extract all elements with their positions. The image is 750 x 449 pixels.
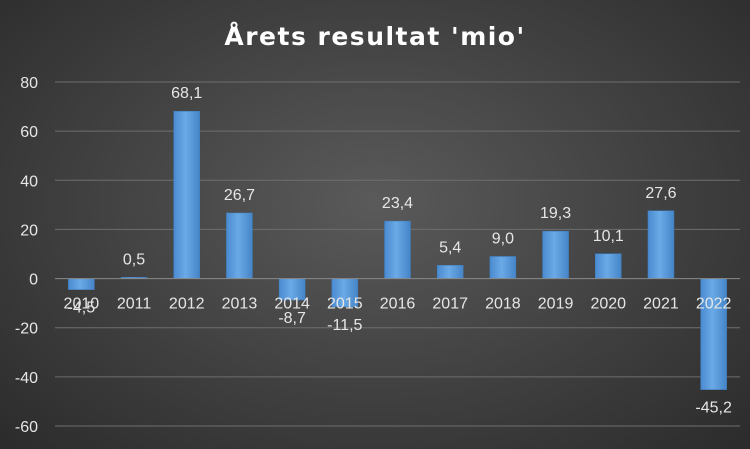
bar-2017	[436, 265, 464, 279]
x-tick-label: 2017	[432, 296, 468, 313]
x-tick-label: 2015	[327, 296, 363, 313]
bar-2010	[68, 278, 95, 290]
bar-2022	[700, 278, 727, 390]
data-label: -45,2	[695, 400, 732, 417]
x-tick-label: 2016	[380, 296, 416, 313]
data-label: 10,1	[593, 228, 624, 245]
y-tick-label: -40	[15, 370, 38, 387]
data-label: 9,0	[492, 230, 514, 247]
y-tick-label: 40	[20, 173, 38, 190]
bar-2020	[595, 253, 622, 279]
x-tick-label: 2018	[485, 296, 521, 313]
x-axis-ticks: 2010 2011 2012 2013 2014 2015 2016 2017 2018 2019…	[64, 296, 732, 313]
bar-2019	[542, 230, 569, 279]
gridlines	[55, 81, 740, 427]
x-tick-label: 2021	[643, 296, 679, 313]
bar-2016	[384, 220, 411, 279]
y-tick-label: 20	[20, 222, 38, 239]
x-tick-label: 2010	[64, 296, 100, 313]
bar-2013	[226, 212, 253, 279]
y-axis-ticks: 80 60 40 20 0 -20 -40 -60	[15, 75, 38, 436]
y-tick-label: 0	[29, 272, 38, 289]
data-label: -8,7	[278, 310, 306, 327]
data-label: 23,4	[382, 195, 413, 212]
bar-2012	[173, 110, 200, 279]
data-labels: -4,5 0,5 68,1 26,7 -8,7 -11,5 23,4 5,4 9,0 19,3 10…	[68, 85, 732, 416]
data-label: 19,3	[540, 205, 571, 222]
data-label: 5,4	[439, 239, 461, 256]
data-label: 68,1	[171, 85, 202, 102]
x-tick-label: 2022	[696, 296, 732, 313]
data-label: 0,5	[123, 251, 145, 268]
x-tick-label: 2012	[169, 296, 205, 313]
x-tick-label: 2019	[538, 296, 574, 313]
y-tick-label: 80	[20, 75, 38, 92]
bar-2021	[647, 210, 675, 279]
x-tick-label: 2020	[590, 296, 626, 313]
data-label: -11,5	[327, 317, 362, 334]
bar-2018	[489, 256, 517, 279]
bars	[68, 110, 727, 390]
data-label: 26,7	[224, 187, 255, 204]
y-tick-label: -60	[15, 419, 38, 436]
x-tick-label: 2014	[274, 296, 310, 313]
x-tick-label: 2013	[222, 296, 258, 313]
data-label: 27,6	[645, 185, 676, 202]
x-tick-label: 2011	[117, 296, 152, 313]
y-tick-label: -20	[15, 321, 38, 338]
data-label: -4,5	[68, 300, 96, 317]
chart-title: Årets resultat 'mio'	[224, 22, 525, 51]
bar-2015	[331, 278, 359, 308]
y-tick-label: 60	[20, 124, 38, 141]
